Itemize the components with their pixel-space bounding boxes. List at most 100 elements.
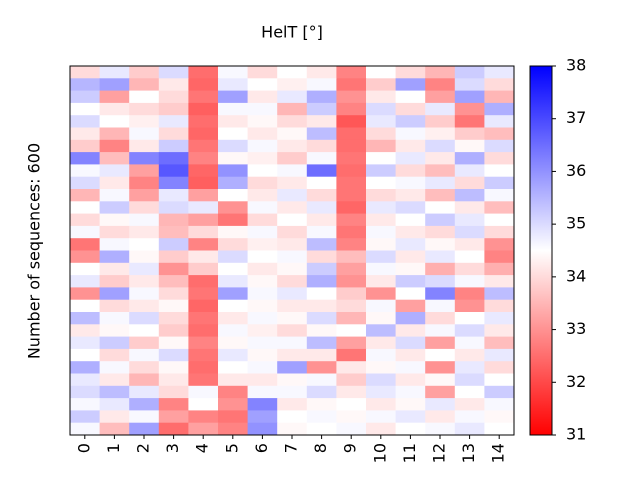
heatmap-cell	[158, 398, 189, 411]
heatmap-cell	[247, 225, 278, 239]
heatmap-cell	[306, 102, 337, 116]
heatmap-cell	[306, 410, 337, 424]
heatmap-cell	[454, 410, 485, 424]
heatmap-cell	[70, 262, 101, 276]
heatmap-cell	[484, 275, 515, 288]
heatmap-cell	[158, 361, 189, 374]
heatmap-cell	[306, 373, 337, 387]
heatmap-cell	[395, 324, 426, 338]
heatmap-cell	[425, 422, 456, 436]
heatmap-cell	[425, 78, 456, 92]
heatmap-cell	[188, 102, 219, 116]
heatmap-cell	[70, 250, 101, 264]
heatmap-cell	[129, 189, 160, 202]
heatmap-cell	[218, 312, 249, 325]
heatmap-cell	[366, 324, 397, 338]
heatmap-cell	[158, 115, 189, 128]
heatmap-cell	[99, 287, 130, 301]
heatmap-cell	[306, 287, 337, 301]
heatmap-cell	[70, 410, 101, 424]
heatmap-cell	[129, 275, 160, 288]
heatmap-cell	[306, 189, 337, 202]
heatmap-cell	[366, 225, 397, 239]
heatmap-cell	[277, 312, 308, 325]
heatmap-cell	[454, 201, 485, 215]
heatmap-cell	[70, 398, 101, 411]
heatmap-cell	[425, 373, 456, 387]
heatmap-cell	[277, 238, 308, 251]
heatmap-cell	[425, 164, 456, 178]
heatmap-cell	[99, 250, 130, 264]
heatmap-cell	[99, 398, 130, 411]
heatmap-cell	[395, 102, 426, 116]
heatmap-cell	[425, 336, 456, 350]
heatmap-cell	[218, 361, 249, 374]
heatmap-cell	[454, 250, 485, 264]
heatmap-cell	[277, 398, 308, 411]
heatmap	[70, 66, 515, 436]
heatmap-cell	[484, 336, 515, 350]
heatmap-cell	[188, 66, 219, 79]
heatmap-cell	[247, 189, 278, 202]
heatmap-cell	[366, 299, 397, 313]
heatmap-cell	[395, 127, 426, 141]
heatmap-cell	[70, 312, 101, 325]
heatmap-cell	[395, 299, 426, 313]
heatmap-cell	[277, 152, 308, 165]
heatmap-cell	[277, 139, 308, 153]
heatmap-cell	[366, 398, 397, 411]
heatmap-cell	[425, 152, 456, 165]
heatmap-cell	[129, 238, 160, 251]
heatmap-cell	[99, 385, 130, 399]
heatmap-cell	[306, 250, 337, 264]
heatmap-cell	[336, 102, 367, 116]
heatmap-cell	[425, 102, 456, 116]
heatmap-cell	[218, 115, 249, 128]
heatmap-cell	[70, 287, 101, 301]
heatmap-cell	[129, 422, 160, 436]
heatmap-cell	[336, 176, 367, 190]
heatmap-cell	[277, 324, 308, 338]
heatmap-cell	[454, 238, 485, 251]
heatmap-cell	[306, 90, 337, 104]
heatmap-cell	[336, 90, 367, 104]
heatmap-cell	[99, 189, 130, 202]
heatmap-cell	[277, 250, 308, 264]
heatmap-cell	[366, 373, 397, 387]
heatmap-cell	[425, 348, 456, 362]
heatmap-cell	[454, 139, 485, 153]
heatmap-cell	[158, 348, 189, 362]
heatmap-cell	[395, 398, 426, 411]
y-axis-label: Number of sequences: 600	[25, 143, 44, 359]
heatmap-cell	[395, 275, 426, 288]
heatmap-cell	[158, 189, 189, 202]
heatmap-cell	[395, 410, 426, 424]
heatmap-cell	[129, 336, 160, 350]
heatmap-cell	[99, 201, 130, 215]
heatmap-cell	[129, 139, 160, 153]
heatmap-cell	[454, 225, 485, 239]
heatmap-cell	[306, 115, 337, 128]
heatmap-cell	[218, 262, 249, 276]
heatmap-cell	[454, 66, 485, 79]
heatmap-cell	[306, 164, 337, 178]
x-tick-label: 3	[163, 443, 182, 453]
heatmap-cell	[366, 66, 397, 79]
x-tick-label: 2	[134, 443, 153, 453]
heatmap-cell	[336, 250, 367, 264]
x-tick-label: 4	[193, 443, 212, 453]
heatmap-cell	[366, 127, 397, 141]
heatmap-cell	[395, 361, 426, 374]
heatmap-cell	[99, 275, 130, 288]
heatmap-cell	[454, 312, 485, 325]
heatmap-cell	[306, 225, 337, 239]
heatmap-cell	[188, 201, 219, 215]
heatmap-cell	[484, 250, 515, 264]
heatmap-cell	[158, 324, 189, 338]
heatmap-cell	[188, 275, 219, 288]
x-tick-label: 12	[430, 443, 449, 463]
heatmap-cell	[218, 139, 249, 153]
heatmap-cell	[277, 78, 308, 92]
heatmap-cell	[395, 250, 426, 264]
heatmap-cell	[129, 225, 160, 239]
